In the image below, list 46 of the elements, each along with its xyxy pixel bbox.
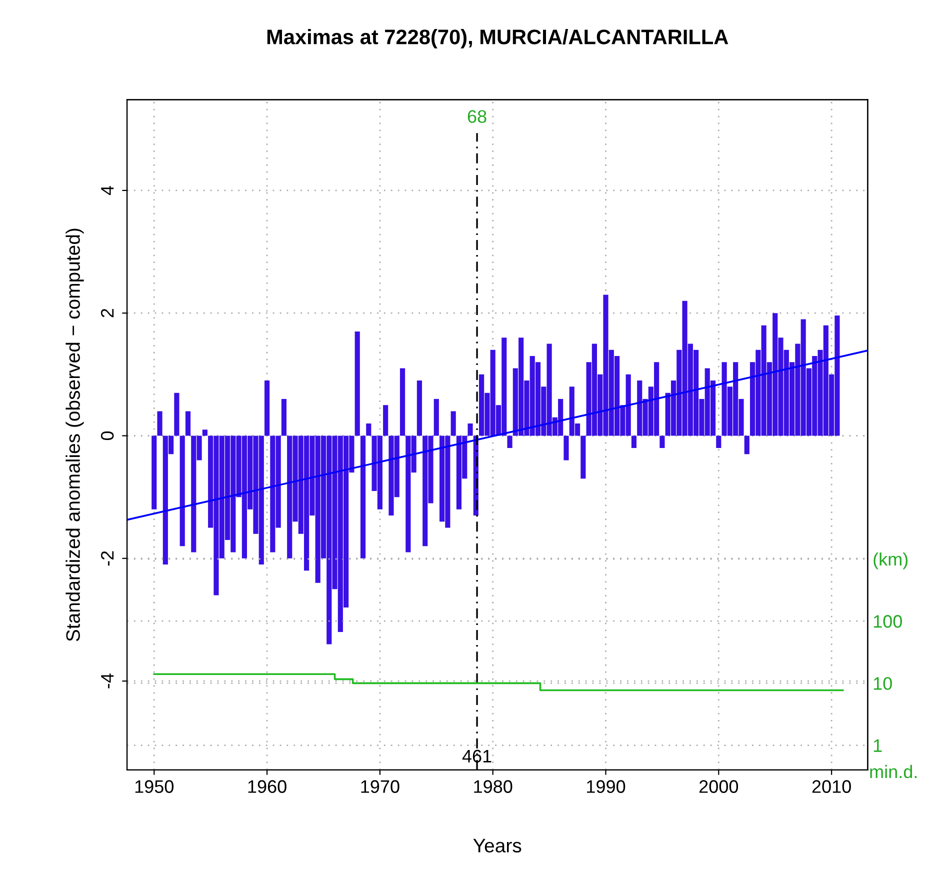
x-tick-label: 1980 [474,780,512,793]
bar [564,436,569,460]
bar [264,380,270,436]
bar [174,392,180,436]
y2-tick-label: 1 [874,739,882,752]
bar [360,436,366,558]
x-tick-label: 1970 [361,780,400,793]
y-tick-label: 4 [101,186,114,196]
x-tick-label: 1960 [248,780,286,793]
y-axis-title: Standardized anomalies (observed − computed) [66,228,84,642]
bar [416,380,422,436]
bar [434,398,439,436]
x-tick-label: 1950 [135,780,174,793]
bar [281,398,287,436]
bar [450,411,456,436]
y-tick-label: -4 [101,674,114,688]
y-tick-label: -2 [100,551,114,566]
bar [180,436,185,546]
bar [744,436,750,454]
bar [185,411,191,436]
y-tick-label: 2 [100,308,114,318]
y2-axis-title: min.d. [870,764,917,778]
x-tick-label: 2000 [699,780,738,793]
bar [366,423,372,436]
bar [507,436,512,448]
y2-tick-label: (km) [874,552,908,570]
bar [157,411,162,436]
bar [468,423,473,436]
bar [631,436,637,448]
annotation: 461 [462,750,492,763]
bar [580,436,586,479]
bar [660,436,665,448]
bar [716,436,722,448]
bar [354,331,360,436]
bar [202,430,208,436]
y-tick-label: 0 [100,431,114,440]
bar [400,368,406,436]
y2-tick-label: 10 [874,677,892,690]
x-tick-label: 2010 [812,780,851,793]
x-tick-label: 1990 [587,780,626,793]
bar [152,436,157,510]
x-axis-title: Years [473,838,522,852]
y2-tick-label: 100 [874,615,902,628]
annotation: 68 [468,110,486,123]
bar [383,405,388,436]
chart-title: Maximas at 7228(70), MURCIA/ALCANTARILLA [267,29,728,48]
